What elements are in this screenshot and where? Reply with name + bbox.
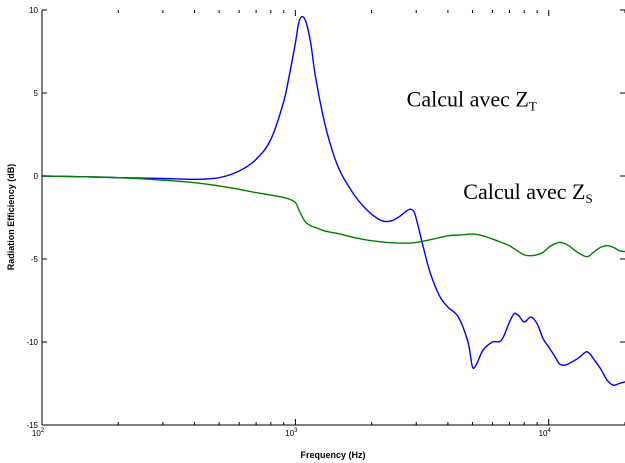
y-tick-label: -5: [31, 255, 39, 264]
x-axis-title: Frequency (Hz): [300, 450, 365, 460]
x-tick-exponent: 3: [294, 428, 298, 434]
x-tick-label: 103: [285, 428, 298, 438]
y-tick-label: 10: [29, 6, 38, 15]
y-tick-label: 0: [34, 172, 39, 181]
plot-area: [42, 10, 625, 425]
annotation-label-2: Calcul avec ZS: [463, 179, 592, 206]
x-tick-label: 102: [32, 428, 45, 438]
annotation-subscript: T: [529, 98, 537, 113]
series-line-1: [41, 15, 625, 386]
y-tick-label: -15: [26, 421, 38, 430]
x-tick-exponent: 2: [41, 428, 45, 434]
annotation-label-1: Calcul avec ZT: [407, 86, 537, 113]
annotation-subscript: S: [585, 191, 592, 206]
x-tick-label: 104: [539, 428, 552, 438]
y-tick-label: -10: [26, 338, 38, 347]
series-line-2: [41, 175, 625, 258]
y-tick-label: 5: [34, 89, 39, 98]
annotation-layer: Calcul avec ZT Calcul avec ZS: [407, 86, 593, 206]
y-axis-title: Radiation Efficiency (dB): [6, 164, 16, 271]
series-layer: [41, 15, 625, 386]
x-tick-exponent: 4: [548, 428, 552, 434]
